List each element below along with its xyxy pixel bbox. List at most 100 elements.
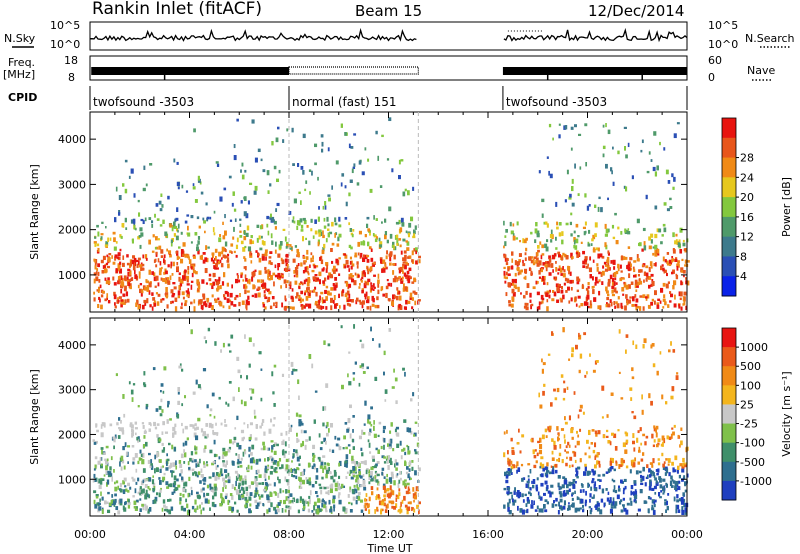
velocity-cell xyxy=(143,435,146,439)
velocity-cell xyxy=(127,502,131,506)
power-cell xyxy=(104,277,107,281)
power-cell xyxy=(666,252,670,255)
power-cell xyxy=(263,290,266,294)
velocity-cell xyxy=(652,472,655,477)
power-cell xyxy=(201,279,205,284)
power-ytick-label: 1000 xyxy=(58,269,86,282)
power-cell xyxy=(607,265,610,271)
velocity-cell xyxy=(615,461,618,466)
power-cell xyxy=(138,260,140,266)
velocity-cell xyxy=(161,431,164,435)
velocity-cell xyxy=(562,476,566,480)
power-cell xyxy=(138,275,141,279)
power-cell xyxy=(315,278,317,282)
velocity-cell xyxy=(348,501,351,505)
velocity-cell xyxy=(411,460,414,463)
velocity-cell xyxy=(600,498,604,503)
power-cell xyxy=(344,185,347,189)
power-cell xyxy=(104,244,108,247)
power-cell xyxy=(368,246,372,250)
velocity-cell xyxy=(570,504,574,508)
power-cell xyxy=(520,269,523,273)
velocity-cell xyxy=(389,438,393,444)
power-cell xyxy=(322,247,325,252)
velocity-cell xyxy=(155,453,158,458)
velocity-cell xyxy=(99,498,101,502)
power-cell xyxy=(634,294,637,298)
velocity-cell xyxy=(115,480,119,484)
power-cell xyxy=(373,274,376,277)
velocity-cell xyxy=(375,472,378,477)
power-cell xyxy=(679,297,682,301)
power-cell xyxy=(308,169,312,173)
velocity-cell xyxy=(163,366,167,371)
power-cell xyxy=(335,258,339,264)
velocity-cell xyxy=(308,499,311,502)
velocity-cell xyxy=(388,457,392,463)
velocity-cell xyxy=(179,492,182,496)
power-cell xyxy=(271,240,274,245)
velocity-cell xyxy=(195,446,198,451)
velocity-cell xyxy=(641,394,643,400)
power-cell xyxy=(195,271,198,275)
velocity-cell xyxy=(567,505,571,511)
velocity-cell xyxy=(529,492,532,497)
power-cell xyxy=(594,222,598,228)
velocity-cell xyxy=(675,481,679,486)
velocity-cell xyxy=(234,486,236,491)
velocity-cell xyxy=(541,368,544,374)
velocity-cell xyxy=(358,471,361,475)
velocity-cell xyxy=(113,438,116,443)
velocity-cell xyxy=(655,481,659,486)
velocity-cell xyxy=(368,477,371,481)
velocity-cell xyxy=(238,445,242,450)
velocity-cell xyxy=(648,508,650,514)
power-cell xyxy=(216,163,220,168)
velocity-cell xyxy=(384,389,388,394)
velocity-cell xyxy=(368,481,371,485)
power-cell xyxy=(595,276,598,282)
velocity-cell xyxy=(134,427,138,430)
velocity-cell xyxy=(551,331,554,336)
velocity-cell xyxy=(318,457,321,462)
power-cell xyxy=(537,249,540,253)
power-cell xyxy=(403,250,407,254)
power-cell xyxy=(650,265,653,269)
power-cell xyxy=(165,270,168,275)
power-cell xyxy=(312,263,316,267)
velocity-cell xyxy=(652,444,656,448)
power-cell xyxy=(634,283,637,289)
power-cell xyxy=(322,234,325,239)
power-cell xyxy=(672,285,675,290)
power-cell xyxy=(306,249,309,255)
velocity-cell xyxy=(271,445,274,450)
power-cell xyxy=(133,257,137,263)
velocity-cell xyxy=(506,429,508,434)
velocity-cell xyxy=(578,409,582,412)
velocity-cell xyxy=(296,432,298,437)
velocity-cell xyxy=(129,486,132,490)
time-tick-label: 12:00 xyxy=(373,528,405,541)
power-cell xyxy=(675,233,678,237)
power-cell xyxy=(240,240,244,245)
power-cell xyxy=(364,272,366,278)
power-cell xyxy=(122,183,125,187)
power-cell xyxy=(246,225,250,231)
velocity-cell xyxy=(167,404,170,407)
power-cell xyxy=(558,222,562,226)
power-cell xyxy=(254,157,258,163)
velocity-cell xyxy=(375,479,379,483)
velocity-cell xyxy=(626,502,630,506)
velocity-cell xyxy=(264,481,268,486)
power-cell xyxy=(682,303,685,306)
power-cell xyxy=(159,208,163,212)
power-cell xyxy=(135,259,139,263)
power-cell xyxy=(612,146,614,150)
power-cell xyxy=(537,245,540,249)
power-cell xyxy=(142,187,146,192)
velocity-cell xyxy=(544,466,548,470)
power-cell xyxy=(681,281,684,286)
power-cell xyxy=(207,246,210,249)
power-cell xyxy=(238,279,241,283)
power-cell xyxy=(184,300,188,303)
